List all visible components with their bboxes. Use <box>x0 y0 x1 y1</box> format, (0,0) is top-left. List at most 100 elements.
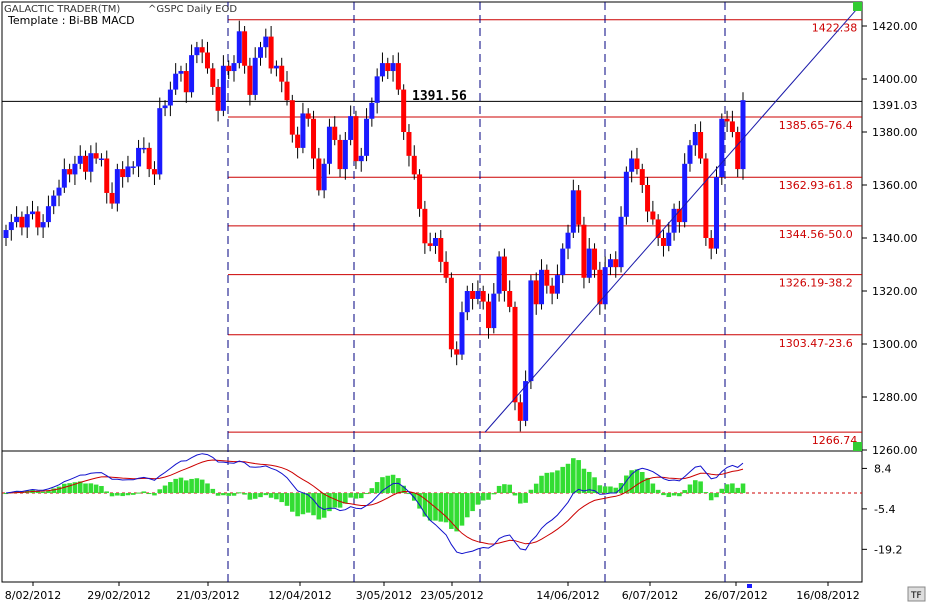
price-tick-label: 1380.00 <box>872 126 918 139</box>
macd-histogram-bar <box>480 493 486 501</box>
candle-body <box>173 73 179 90</box>
candle-body <box>623 171 629 217</box>
macd-histogram-bar <box>268 493 274 498</box>
macd-histogram-bar <box>730 483 735 494</box>
price-tick-label: 1420.00 <box>872 20 918 33</box>
macd-tick-label: 8.4 <box>874 462 892 475</box>
macd-histogram-bar <box>199 479 205 494</box>
macd-histogram-bar <box>40 491 46 494</box>
candle-body <box>533 280 539 305</box>
macd-histogram-bar <box>486 493 491 500</box>
macd-histogram-bar <box>290 493 295 512</box>
macd-histogram-bar <box>353 493 359 499</box>
candle-body <box>528 280 534 382</box>
candle-body <box>19 216 25 228</box>
candle-body <box>242 31 248 66</box>
candle-body <box>448 277 454 350</box>
candle-body <box>162 105 168 109</box>
macd-histogram-bar <box>358 493 364 499</box>
candle-body <box>231 63 237 72</box>
candle-body <box>125 166 131 178</box>
macd-indicator: 8.4 -5.4 -19.2 <box>2 453 902 588</box>
macd-histogram-bar <box>305 493 311 513</box>
macd-histogram-bar <box>677 493 682 497</box>
macd-histogram-bar <box>639 472 645 494</box>
bottom-corner-marker[interactable] <box>853 442 862 451</box>
candle-body <box>300 113 306 148</box>
candle-body <box>512 306 518 403</box>
macd-histogram-bar <box>613 487 619 494</box>
candle-body <box>337 139 343 170</box>
macd-histogram-bar <box>560 466 566 494</box>
macd-histogram-bar <box>274 493 279 500</box>
macd-histogram-bar <box>714 493 719 498</box>
price-tick-label: 1260.00 <box>872 444 918 457</box>
macd-histogram-bar <box>655 489 661 494</box>
candle-body <box>523 381 529 421</box>
macd-histogram-bar <box>157 489 163 494</box>
macd-histogram-bar <box>592 477 597 494</box>
macd-histogram-bar <box>422 493 428 517</box>
candle-body <box>183 71 189 93</box>
candle-body <box>24 214 30 228</box>
macd-histogram-bar <box>35 491 41 494</box>
top-corner-marker[interactable] <box>853 2 862 11</box>
date-tick-label: 14/06/2012 <box>536 589 599 602</box>
date-tick-label: 6/07/2012 <box>622 589 678 602</box>
macd-histogram-bar <box>295 493 300 517</box>
macd-histogram-bar <box>104 491 110 494</box>
candle-body <box>539 269 545 305</box>
candle-body <box>735 132 741 170</box>
reference-line-label: 1391.56 <box>412 89 467 104</box>
candle-body <box>660 238 666 246</box>
macd-histogram-bar <box>337 493 343 508</box>
candle-body <box>146 147 152 170</box>
candlestick-series <box>3 20 746 432</box>
macd-histogram-bar <box>343 493 348 504</box>
tf-button[interactable] <box>907 586 926 602</box>
candle-body <box>687 145 693 164</box>
candle-body <box>485 301 491 329</box>
fib-level-label: 1266.74 <box>812 434 858 447</box>
candle-body <box>411 155 417 175</box>
candle-body <box>210 68 216 87</box>
candle-body <box>666 232 672 246</box>
macd-histogram-bar <box>708 493 714 501</box>
price-axis: 1420.00 1400.00 1380.00 1360.00 1340.00 1320.… <box>862 20 918 457</box>
candle-body <box>104 158 110 193</box>
macd-histogram-bar <box>523 493 528 503</box>
candle-body <box>698 132 704 159</box>
candle-body <box>480 291 486 302</box>
price-tick-label: 1340.00 <box>872 232 918 245</box>
candle-body <box>348 116 354 140</box>
candle-body <box>321 163 327 191</box>
price-tick-label: 1360.00 <box>872 179 918 192</box>
macd-histogram-bar <box>629 470 634 494</box>
macd-histogram-bar <box>51 488 57 494</box>
candle-body <box>14 216 20 223</box>
macd-histogram-bar <box>549 472 555 494</box>
fib-level-label-bg <box>776 336 858 349</box>
macd-histogram-bar <box>183 480 189 494</box>
macd-histogram-bar <box>438 493 444 522</box>
candle-body <box>215 86 221 111</box>
candle-body <box>120 169 126 178</box>
candle-body <box>88 153 94 172</box>
candle-body <box>369 102 375 119</box>
macd-histogram-bar <box>279 493 285 503</box>
candle-body <box>432 238 438 246</box>
macd-histogram-bar <box>740 483 746 494</box>
macd-histogram-bar <box>565 463 571 494</box>
date-tick-label: 8/02/2012 <box>5 589 61 602</box>
candle-body <box>204 52 210 69</box>
candle-body <box>470 291 476 299</box>
candle-body <box>517 402 523 421</box>
candle-body <box>586 248 592 278</box>
macd-histogram-bar <box>189 478 194 494</box>
fib-level-label-bg <box>776 227 858 240</box>
macd-histogram-bar <box>364 493 369 495</box>
macd-histogram-bar <box>67 483 72 494</box>
macd-histogram-bar <box>88 483 94 494</box>
macd-histogram-bar <box>703 492 709 494</box>
